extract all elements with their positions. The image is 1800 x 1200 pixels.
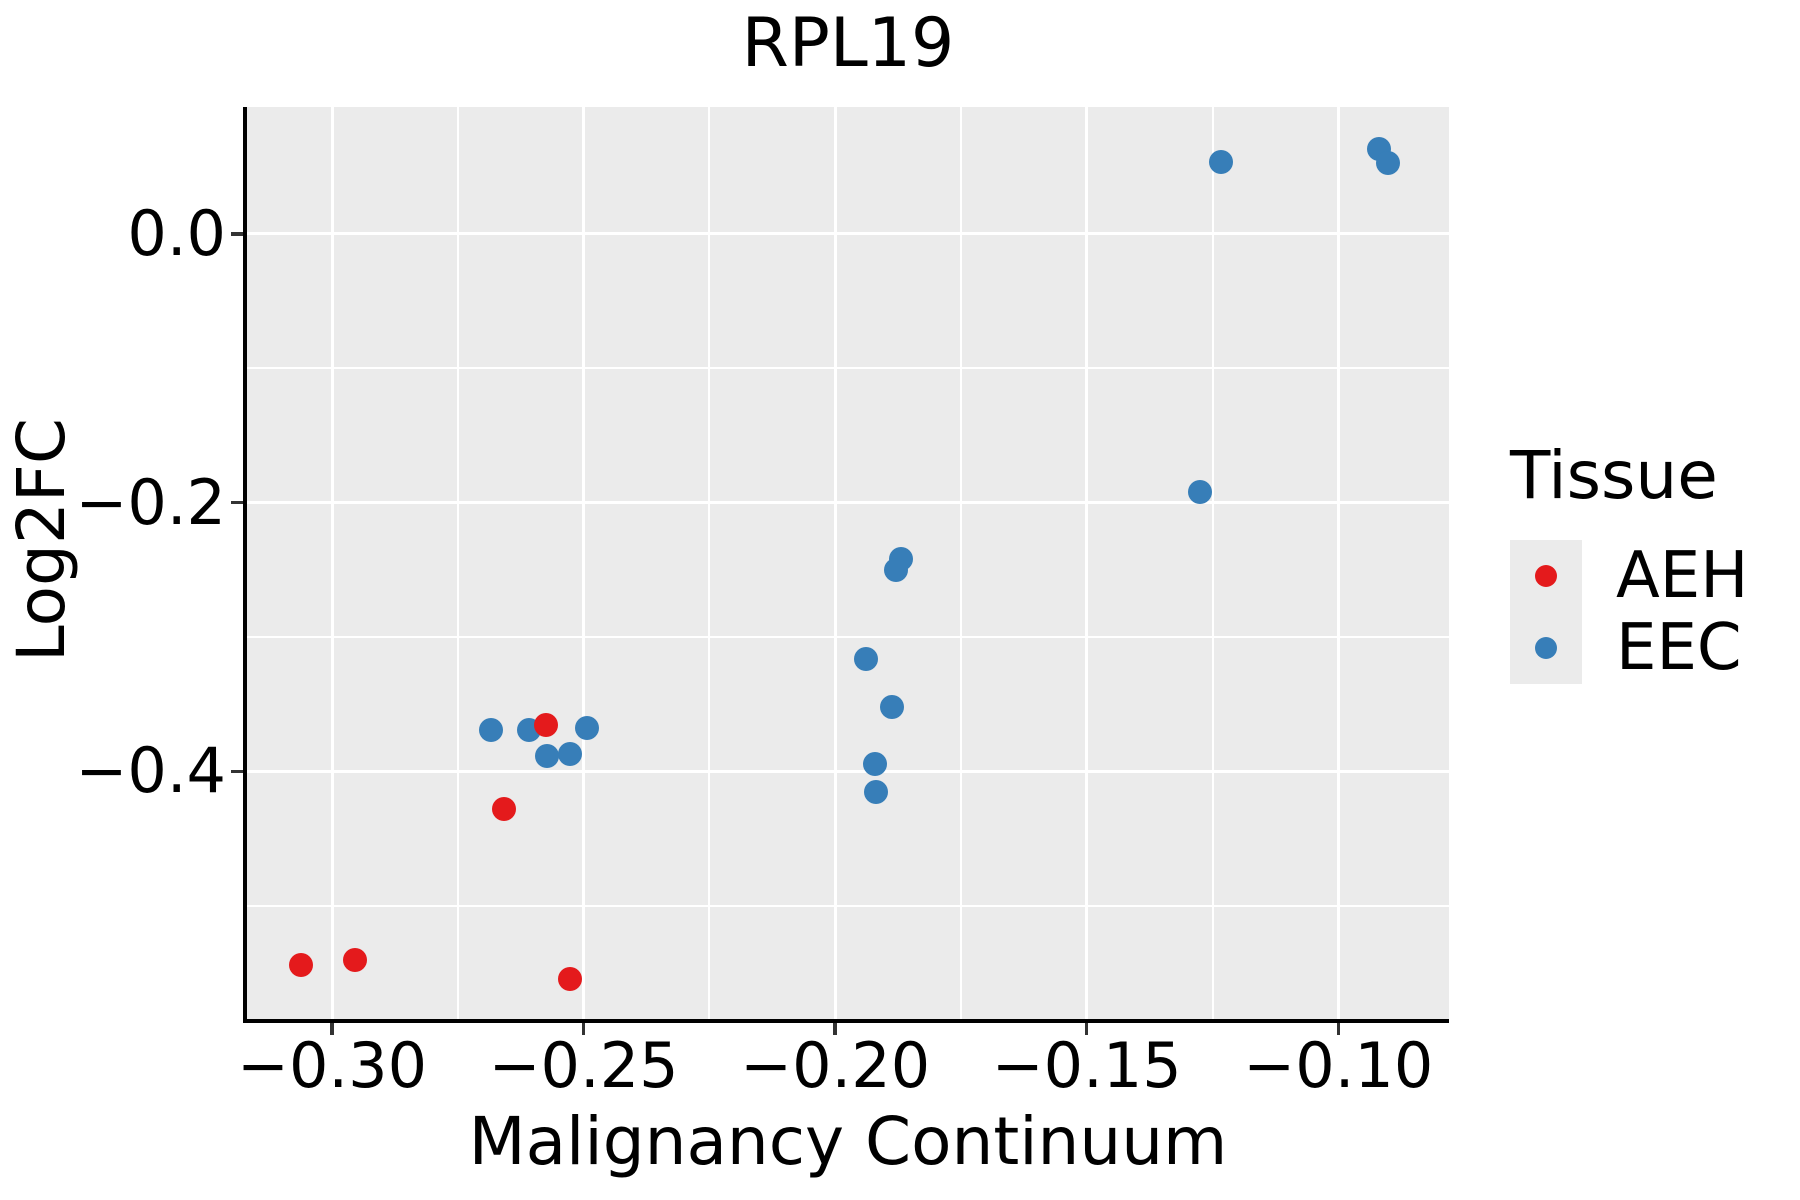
data-point-eec: [883, 557, 908, 582]
legend-entry-eec: EEC: [1510, 612, 1748, 684]
legend: Tissue AEH EEC: [1510, 440, 1748, 684]
legend-key-aeh: [1510, 540, 1582, 612]
x-major-gridline: [582, 107, 586, 1019]
y-minor-gridline: [247, 367, 1449, 370]
legend-label-aeh: AEH: [1616, 539, 1749, 613]
y-major-gridline: [247, 769, 1449, 773]
plot-panel: [247, 107, 1449, 1019]
legend-key-eec: [1510, 612, 1582, 684]
data-point-aeh: [289, 953, 314, 978]
data-point-eec: [575, 716, 600, 741]
y-major-gridline: [247, 232, 1449, 236]
x-tick-label: −0.25: [488, 1029, 679, 1102]
aeh-dot-icon: [1535, 565, 1557, 587]
data-point-eec: [1208, 149, 1233, 174]
x-tick-mark: [330, 1023, 334, 1035]
y-axis-line: [243, 107, 247, 1023]
data-point-eec: [880, 694, 905, 719]
data-point-eec: [1375, 150, 1400, 175]
y-major-gridline: [247, 501, 1449, 505]
x-tick-mark: [1084, 1023, 1089, 1035]
x-minor-gridline: [708, 107, 711, 1019]
x-tick-mark: [581, 1023, 586, 1035]
x-minor-gridline: [959, 107, 962, 1019]
legend-label-eec: EEC: [1616, 611, 1742, 685]
y-minor-gridline: [247, 904, 1449, 907]
data-point-aeh: [491, 797, 516, 821]
data-point-eec: [478, 718, 503, 743]
x-major-gridline: [1085, 107, 1089, 1019]
x-axis-title: Malignancy Continuum: [468, 1103, 1228, 1180]
y-tick-mark: [231, 500, 243, 505]
x-tick-label: −0.20: [740, 1029, 931, 1102]
x-tick-mark: [833, 1023, 837, 1035]
y-minor-gridline: [247, 636, 1449, 639]
x-minor-gridline: [1211, 107, 1214, 1019]
data-point-aeh: [558, 967, 582, 992]
legend-entry-aeh: AEH: [1510, 540, 1748, 612]
data-point-eec: [557, 741, 582, 766]
plot-title: RPL19: [741, 4, 955, 83]
data-point-eec: [1187, 480, 1212, 505]
x-major-gridline: [833, 107, 837, 1019]
y-tick-mark: [231, 232, 243, 236]
legend-title: Tissue: [1510, 437, 1718, 514]
data-point-aeh: [533, 713, 558, 738]
x-tick-label: −0.10: [1243, 1029, 1434, 1102]
data-point-eec: [535, 743, 560, 768]
data-point-aeh: [343, 948, 368, 973]
x-major-gridline: [1336, 107, 1340, 1019]
x-tick-label: −0.30: [237, 1029, 428, 1102]
x-axis-line: [243, 1019, 1449, 1023]
y-tick-label: −0.2: [75, 465, 226, 539]
y-tick-label: 0.0: [127, 196, 226, 270]
data-point-eec: [862, 752, 887, 777]
y-axis-title: Log2FC: [3, 418, 80, 662]
y-tick-mark: [231, 769, 243, 774]
x-tick-label: −0.15: [991, 1029, 1182, 1102]
data-point-eec: [863, 779, 888, 804]
x-minor-gridline: [456, 107, 459, 1019]
x-major-gridline: [330, 107, 334, 1019]
data-point-eec: [854, 647, 879, 672]
eec-dot-icon: [1535, 637, 1557, 659]
y-tick-label: −0.4: [75, 734, 226, 808]
x-tick-mark: [1336, 1023, 1341, 1035]
